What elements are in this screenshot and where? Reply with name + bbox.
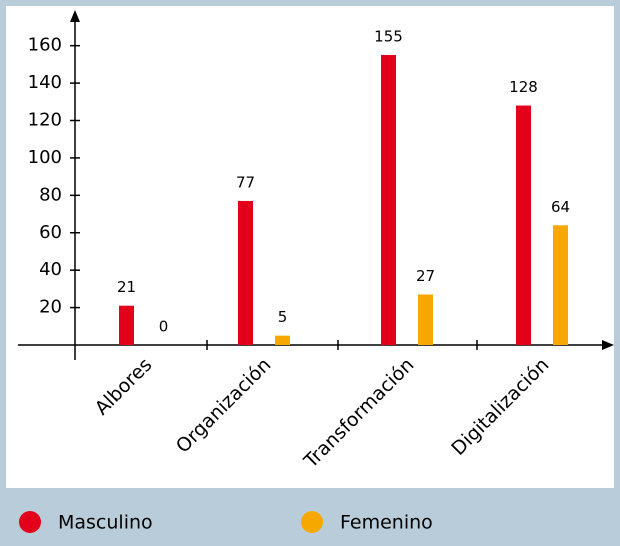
legend-label: Femenino — [340, 512, 433, 534]
y-tick-label: 20 — [39, 297, 62, 318]
y-tick-label: 120 — [28, 110, 62, 131]
bar — [119, 305, 134, 345]
y-tick-label: 140 — [28, 72, 62, 93]
bar — [238, 200, 253, 345]
value-label: 0 — [159, 318, 169, 336]
bar — [516, 105, 531, 345]
value-label: 21 — [117, 278, 136, 296]
y-tick-label: 100 — [28, 147, 62, 168]
value-label: 77 — [236, 173, 255, 191]
value-label: 64 — [551, 198, 570, 216]
bar — [381, 55, 396, 346]
y-tick-label: 160 — [28, 35, 62, 56]
bar — [418, 294, 433, 345]
value-label: 155 — [374, 28, 403, 46]
y-tick-label: 80 — [39, 184, 62, 205]
y-tick-label: 40 — [39, 259, 62, 280]
plot-background — [6, 6, 614, 488]
y-axis-arrow — [70, 10, 80, 22]
value-label: 27 — [416, 267, 435, 285]
legend-label: Masculino — [58, 512, 153, 534]
x-axis-arrow — [602, 340, 614, 350]
bar — [553, 225, 568, 345]
bar — [275, 335, 290, 345]
value-label: 5 — [278, 308, 288, 326]
y-tick-label: 60 — [39, 222, 62, 243]
legend-swatch — [301, 511, 323, 533]
legend-swatch — [19, 511, 41, 533]
value-label: 128 — [509, 78, 538, 96]
